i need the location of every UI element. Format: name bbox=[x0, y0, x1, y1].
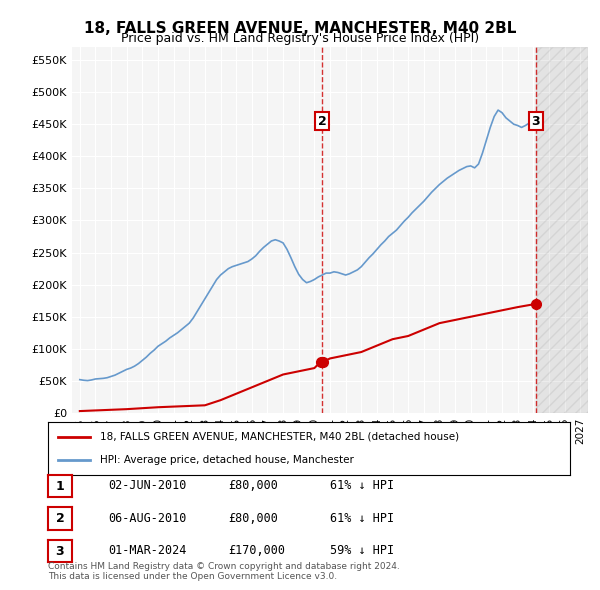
Text: 02-JUN-2010: 02-JUN-2010 bbox=[108, 479, 187, 492]
Text: 59% ↓ HPI: 59% ↓ HPI bbox=[330, 544, 394, 557]
Text: 06-AUG-2010: 06-AUG-2010 bbox=[108, 512, 187, 525]
Text: £80,000: £80,000 bbox=[228, 479, 278, 492]
Text: 1: 1 bbox=[56, 480, 64, 493]
Text: 3: 3 bbox=[532, 114, 540, 127]
Text: Price paid vs. HM Land Registry's House Price Index (HPI): Price paid vs. HM Land Registry's House … bbox=[121, 32, 479, 45]
Text: 01-MAR-2024: 01-MAR-2024 bbox=[108, 544, 187, 557]
Text: £170,000: £170,000 bbox=[228, 544, 285, 557]
Bar bbox=[536, 47, 588, 413]
Text: 2: 2 bbox=[318, 114, 326, 127]
Text: 2: 2 bbox=[56, 512, 64, 525]
Text: 18, FALLS GREEN AVENUE, MANCHESTER, M40 2BL: 18, FALLS GREEN AVENUE, MANCHESTER, M40 … bbox=[84, 21, 516, 35]
Text: HPI: Average price, detached house, Manchester: HPI: Average price, detached house, Manc… bbox=[100, 455, 354, 465]
Text: 3: 3 bbox=[56, 545, 64, 558]
Text: 61% ↓ HPI: 61% ↓ HPI bbox=[330, 479, 394, 492]
Text: Contains HM Land Registry data © Crown copyright and database right 2024.
This d: Contains HM Land Registry data © Crown c… bbox=[48, 562, 400, 581]
Text: 61% ↓ HPI: 61% ↓ HPI bbox=[330, 512, 394, 525]
Text: £80,000: £80,000 bbox=[228, 512, 278, 525]
Text: 18, FALLS GREEN AVENUE, MANCHESTER, M40 2BL (detached house): 18, FALLS GREEN AVENUE, MANCHESTER, M40 … bbox=[100, 432, 460, 442]
